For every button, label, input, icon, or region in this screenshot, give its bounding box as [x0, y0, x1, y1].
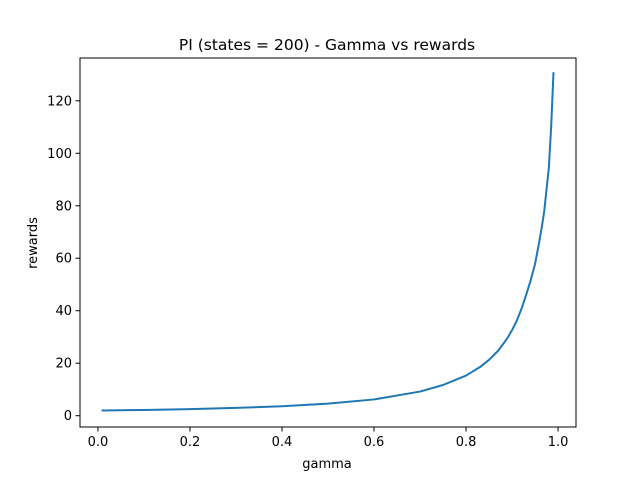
y-tick-label: 20: [55, 357, 72, 372]
x-tick-label: 0.8: [456, 435, 477, 450]
x-axis-label: gamma: [302, 457, 352, 472]
series-line-0: [101, 72, 555, 412]
x-tick-label: 0.4: [272, 435, 293, 450]
y-tick-label: 80: [55, 199, 72, 214]
x-tick-label: 0.6: [364, 435, 385, 450]
chart-title: PI (states = 200) - Gamma vs rewards: [179, 36, 475, 54]
y-tick-label: 120: [47, 94, 72, 109]
y-axis-label: rewards: [26, 217, 41, 269]
x-tick-label: 0.0: [88, 435, 109, 450]
y-tick-label: 60: [55, 252, 72, 267]
x-tick-label: 0.2: [180, 435, 201, 450]
x-tick-label: 1.0: [548, 435, 569, 450]
y-tick-label: 0: [64, 409, 72, 424]
y-tick-label: 40: [55, 304, 72, 319]
plot-area: 0.0 0.2 0.4 0.6 0.8 1.0 0 20 40 60 80 100 120: [47, 57, 577, 450]
axes-frame: [79, 57, 577, 428]
y-tick-label: 100: [47, 147, 72, 162]
